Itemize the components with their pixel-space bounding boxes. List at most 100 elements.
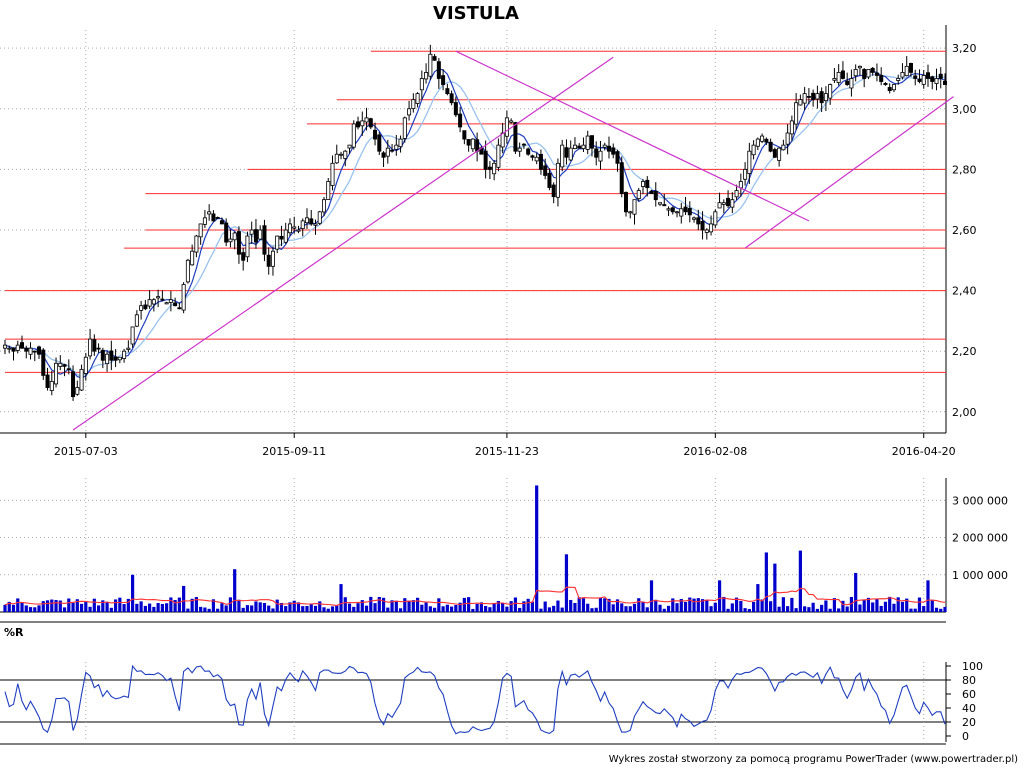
- x-tick-label: 2015-07-03: [54, 445, 118, 458]
- volume-bar: [156, 603, 160, 612]
- volume-bar: [586, 603, 590, 612]
- volume-bar: [203, 607, 207, 612]
- candle-body: [870, 67, 875, 73]
- candle-body: [224, 222, 229, 243]
- volume-bar: [841, 600, 845, 612]
- volume-bar: [45, 600, 50, 612]
- volume-bar: [347, 603, 352, 612]
- candle-body: [781, 144, 786, 151]
- volume-bar: [190, 598, 194, 612]
- price-tick-label: 2,00: [952, 406, 977, 419]
- price-tick-label: 2,80: [952, 163, 977, 176]
- candle-body: [32, 350, 37, 353]
- candle-body: [177, 307, 182, 310]
- candle-body: [232, 232, 237, 241]
- volume-bar: [913, 608, 917, 612]
- candle-body: [925, 72, 930, 79]
- volume-bar: [926, 580, 930, 612]
- candle-body: [904, 65, 909, 77]
- volume-bar: [237, 599, 241, 612]
- candle-body: [49, 381, 54, 391]
- candle-body: [194, 235, 199, 253]
- volume-bar: [16, 598, 20, 612]
- candle-body: [173, 302, 178, 307]
- candle-body: [190, 250, 195, 266]
- candle-body: [755, 138, 760, 147]
- candle-body: [883, 82, 888, 85]
- volume-bar: [828, 608, 832, 612]
- volume-bar: [573, 602, 577, 612]
- volume-bar: [552, 605, 556, 612]
- candle-body: [37, 346, 42, 355]
- candle-body: [266, 254, 271, 267]
- footer-credit: Wykres został stworzony za pomocą progra…: [609, 754, 1018, 765]
- candle-body: [849, 78, 854, 89]
- candle-body: [547, 172, 552, 188]
- candle-body: [785, 132, 790, 145]
- candle-body: [28, 347, 33, 355]
- volume-bar: [862, 600, 866, 612]
- candle-body: [215, 217, 220, 219]
- candle-body: [534, 156, 539, 162]
- candle-body: [126, 347, 131, 350]
- volume-bar: [509, 601, 513, 612]
- volume-bar: [254, 601, 258, 612]
- candle-body: [509, 120, 514, 123]
- candle-body: [819, 91, 824, 104]
- volume-bar: [879, 605, 883, 612]
- candle-body: [151, 299, 156, 305]
- candle-body: [738, 181, 743, 189]
- volume-bar: [786, 606, 790, 612]
- candle-body: [930, 76, 935, 82]
- candle-body: [428, 53, 433, 77]
- moving-average-long: [4, 73, 946, 377]
- volume-bar: [271, 608, 275, 612]
- candle-body: [913, 75, 918, 79]
- volume-bar: [769, 601, 773, 612]
- volume-bar: [641, 601, 645, 612]
- candle-body: [811, 92, 816, 101]
- candle-body: [219, 220, 224, 225]
- candle-body: [394, 144, 399, 150]
- volume-bar: [858, 604, 862, 612]
- candle-body: [896, 78, 901, 81]
- candle-body: [504, 117, 509, 137]
- volume-bar: [20, 602, 24, 612]
- volume-bar: [577, 597, 581, 612]
- volume-bar: [496, 600, 500, 612]
- volume-bar: [458, 602, 462, 612]
- candle-body: [402, 117, 407, 139]
- candle-body: [185, 259, 190, 283]
- volume-bar: [220, 603, 224, 612]
- candle-body: [513, 122, 518, 152]
- candle-body: [253, 229, 258, 243]
- candle-body: [470, 138, 475, 150]
- volume-bar: [692, 598, 696, 612]
- candle-body: [704, 229, 709, 233]
- volume-bar: [726, 608, 730, 612]
- candle-body: [747, 150, 752, 174]
- volume-bar: [845, 606, 849, 612]
- volume-bar: [934, 607, 939, 612]
- volume-bar: [683, 601, 688, 612]
- candle-body: [381, 152, 386, 158]
- candle-body: [726, 197, 731, 207]
- volume-bar: [241, 607, 245, 612]
- candle-body: [377, 134, 382, 152]
- candle-body: [768, 141, 773, 152]
- volume-bar: [522, 601, 526, 612]
- volume-bar: [560, 607, 564, 612]
- volume-bar: [292, 600, 296, 612]
- candle-body: [794, 102, 799, 125]
- volume-bar: [135, 603, 139, 612]
- volume-bar: [113, 599, 118, 612]
- volume-bar: [773, 563, 777, 612]
- volume-bar: [160, 603, 164, 612]
- volume-bar: [505, 606, 509, 612]
- candle-body: [334, 153, 339, 164]
- candle-body: [662, 204, 667, 207]
- volume-bar: [360, 600, 364, 612]
- candle-body: [543, 165, 548, 176]
- candle-body: [164, 302, 169, 305]
